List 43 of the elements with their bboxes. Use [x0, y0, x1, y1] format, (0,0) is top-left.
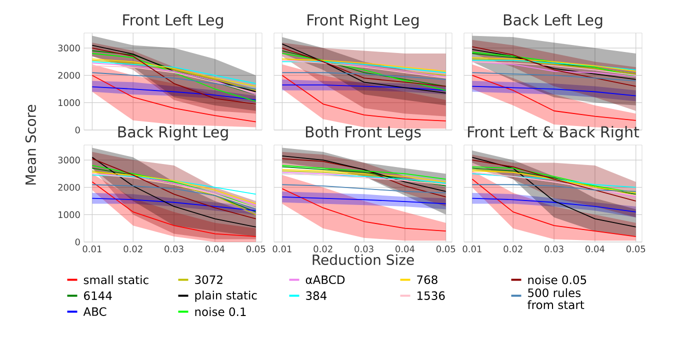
chart-title: Front Left & Back Right [468, 126, 640, 140]
x-tick-label: 0.03 [544, 246, 564, 252]
x-tick-label: 0.04 [206, 246, 224, 252]
legend-label: noise 0.05 [528, 275, 586, 284]
x-tick-label: 0.01 [462, 246, 482, 252]
x-tick-label: 0.03 [164, 246, 184, 252]
legend-label: αABCD [306, 275, 345, 284]
y-axis-title: Mean Score [25, 104, 36, 185]
legend-label: 1536 [418, 291, 445, 300]
legend-label: 3072 [195, 275, 222, 284]
chart-title: Front Right Leg [308, 14, 419, 28]
chart-title: Back Left Leg [504, 14, 602, 28]
legend-label: plain static [195, 290, 257, 302]
y-tick-label: 0 [75, 126, 80, 134]
x-tick-label: 0.01 [82, 246, 102, 252]
y-tick-label: 1000 [58, 99, 80, 106]
x-tick-label: 0.02 [504, 246, 522, 252]
chart-title: Both Front Legs [306, 126, 421, 140]
x-tick-label: 0.04 [586, 246, 604, 252]
x-tick-label: 0.03 [354, 246, 374, 252]
legend-label: ABC [83, 307, 106, 316]
x-tick-label: 0.02 [314, 246, 332, 252]
legend-label: 384 [306, 291, 327, 300]
legend-label: noise 0.1 [195, 307, 246, 316]
x-tick-label: 0.05 [436, 246, 456, 252]
y-tick-label: 3000 [58, 156, 80, 164]
y-tick-label: 3000 [58, 44, 80, 52]
y-tick-label: 1000 [58, 211, 80, 218]
y-tick-label: 0 [75, 238, 80, 246]
legend-label: 500 rules from start [528, 288, 584, 310]
x-tick-label: 0.01 [272, 246, 292, 252]
x-axis-title: Reduction Size [312, 254, 414, 266]
chart-title: Back Right Leg [118, 126, 228, 140]
y-tick-label: 2000 [58, 184, 80, 191]
legend-label: 768 [417, 275, 438, 284]
x-tick-label: 0.04 [396, 246, 414, 252]
x-tick-label: 0.05 [246, 246, 266, 252]
x-tick-label: 0.02 [124, 246, 142, 252]
legend-label: small static [84, 275, 148, 284]
legend-label: 6144 [84, 291, 112, 300]
x-tick-label: 0.05 [626, 246, 646, 252]
chart-title: Front Left Leg [123, 14, 223, 28]
y-tick-label: 2000 [58, 72, 80, 79]
